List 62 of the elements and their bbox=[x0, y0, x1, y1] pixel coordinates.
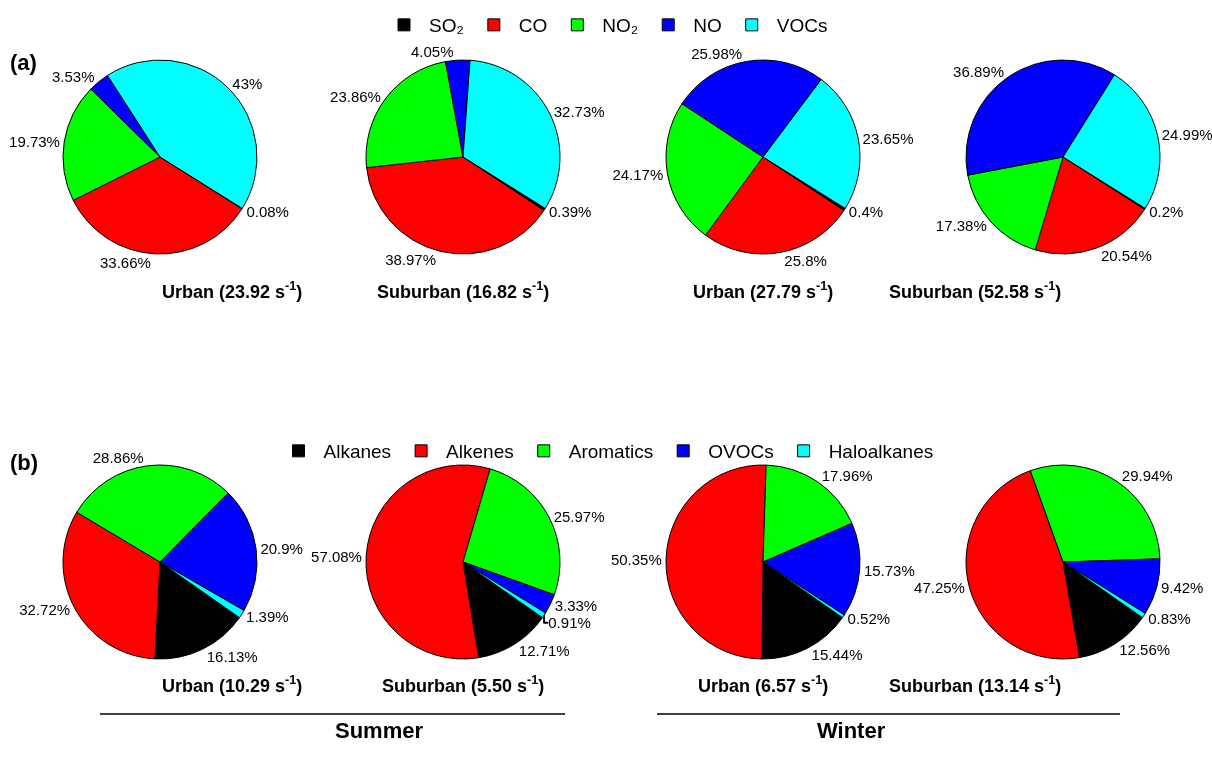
data-label: 15.44% bbox=[811, 646, 863, 664]
data-label: 25.8% bbox=[784, 252, 827, 270]
text: Suburban (52.58 s$^{-1}$) bbox=[889, 279, 1062, 302]
data-label: 15.73% bbox=[863, 561, 915, 579]
data-label: 3.53% bbox=[51, 68, 95, 86]
data-label: 20.54% bbox=[1100, 246, 1152, 264]
data-label: 12.71% bbox=[518, 641, 570, 659]
text: Urban (23.92 s$^{-1}$) bbox=[162, 279, 303, 302]
data-label: 9.42% bbox=[1160, 579, 1204, 597]
legend-label: CO bbox=[518, 15, 548, 37]
data-label: 0.2% bbox=[1149, 202, 1184, 220]
data-label: 17.96% bbox=[821, 467, 873, 485]
data-label: 17.38% bbox=[935, 217, 987, 235]
data-label: 38.97% bbox=[385, 250, 437, 268]
data-label: 1.39% bbox=[246, 608, 289, 626]
text: Urban (10.29 s$^{-1}$) bbox=[162, 673, 303, 696]
legend-label: Aromatics bbox=[568, 441, 654, 463]
data-label: 24.17% bbox=[612, 165, 664, 183]
legend-label: Alkanes bbox=[323, 441, 392, 463]
data-label: 25.97% bbox=[553, 507, 605, 525]
data-label: 57.08% bbox=[311, 547, 362, 565]
text: Suburban (16.82 s$^{-1}$) bbox=[377, 279, 550, 302]
data-label: 32.73% bbox=[553, 102, 605, 120]
data-label: 0.91% bbox=[548, 614, 591, 632]
text: Summer bbox=[335, 718, 424, 743]
text: Suburban (13.14 s$^{-1}$) bbox=[889, 673, 1062, 696]
text: Urban (27.79 s$^{-1}$) bbox=[693, 279, 834, 302]
data-label: 24.99% bbox=[1161, 126, 1212, 144]
data-label: 28.86% bbox=[92, 448, 144, 466]
data-label: 0.4% bbox=[848, 203, 884, 221]
data-label: 19.73% bbox=[9, 133, 60, 151]
data-label: 12.56% bbox=[1119, 641, 1171, 659]
data-label: 0.39% bbox=[548, 203, 592, 221]
data-label: 0.52% bbox=[847, 610, 891, 628]
text: (a) bbox=[10, 50, 37, 75]
legend-label: NO bbox=[693, 15, 722, 37]
data-label: 23.65% bbox=[862, 130, 914, 148]
legend-label: OVOCs bbox=[708, 441, 774, 463]
data-label: 43% bbox=[232, 75, 263, 93]
data-label: 32.72% bbox=[19, 600, 71, 618]
text: (b) bbox=[10, 450, 39, 475]
text: Winter bbox=[817, 718, 886, 743]
legend-label: SO₂ bbox=[429, 15, 464, 37]
text: Urban (6.57 s$^{-1}$) bbox=[698, 673, 829, 696]
data-label: 47.25% bbox=[914, 578, 965, 596]
data-label: 25.98% bbox=[691, 44, 743, 62]
legend-label: VOCs bbox=[776, 15, 828, 37]
data-label: 0.08% bbox=[246, 202, 289, 220]
data-label: 36.89% bbox=[953, 62, 1004, 80]
legend-label: Alkenes bbox=[446, 441, 514, 463]
legend-label: NO₂ bbox=[602, 15, 639, 37]
text: Suburban (5.50 s$^{-1}$) bbox=[382, 673, 545, 696]
data-label: 4.05% bbox=[410, 43, 454, 61]
data-label: 0.83% bbox=[1148, 609, 1191, 627]
data-label: 20.9% bbox=[260, 540, 303, 558]
data-label: 50.35% bbox=[610, 551, 662, 569]
data-label: 3.33% bbox=[554, 597, 598, 615]
data-label: 16.13% bbox=[206, 647, 258, 665]
data-label: 33.66% bbox=[100, 253, 151, 271]
legend-label: Haloalkanes bbox=[828, 441, 934, 463]
data-label: 29.94% bbox=[1121, 467, 1173, 485]
data-label: 23.86% bbox=[330, 87, 381, 105]
